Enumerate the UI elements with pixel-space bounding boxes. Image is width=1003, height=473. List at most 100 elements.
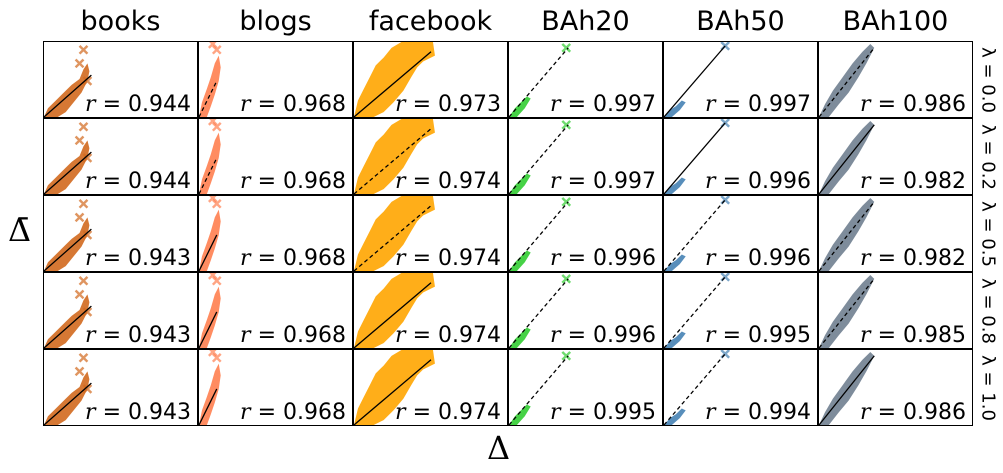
outlier-marker-icon — [78, 45, 89, 55]
regression-line — [354, 51, 432, 117]
correlation-annotation: r = 0.974 — [395, 247, 501, 271]
regression-line — [664, 199, 726, 271]
scatter-points — [509, 96, 531, 117]
scatter-points — [354, 119, 435, 194]
outlier-marker-icon — [74, 289, 85, 300]
regression-line — [664, 276, 726, 348]
r-symbol: r — [85, 92, 96, 117]
r-symbol: r — [395, 169, 406, 194]
scatter-points — [44, 63, 90, 117]
r-symbol: r — [550, 323, 561, 348]
col-title-bah50: BAh50 — [696, 6, 785, 37]
scatter-plot — [819, 197, 875, 271]
r-value: = 0.995 — [567, 400, 656, 425]
outlier-marker-icon — [207, 196, 218, 203]
correlation-annotation: r = 0.986 — [860, 93, 966, 117]
correlation-annotation: r = 0.997 — [550, 93, 656, 117]
subplot-facebook-row-3: r = 0.974 — [353, 272, 508, 349]
subplot-bah20-row-2: r = 0.996 — [508, 195, 663, 272]
lambda-label: λ = 1.0 — [977, 354, 999, 421]
col-title-books: books — [80, 6, 161, 37]
correlation-annotation: r = 0.943 — [85, 247, 191, 271]
scatter-plot — [44, 353, 93, 425]
scatter-points — [509, 404, 531, 425]
subplot-bah20-row-0: r = 0.997 — [508, 41, 663, 118]
r-symbol: r — [860, 246, 871, 271]
lambda-label: λ = 0.0 — [977, 46, 999, 113]
scatter-plot — [199, 350, 222, 425]
r-value: = 0.997 — [567, 92, 656, 117]
r-value: = 0.943 — [102, 323, 191, 348]
subplot-blogs-row-4: r = 0.968 — [198, 349, 353, 426]
scatter-plot — [664, 119, 731, 194]
outlier-marker-icon — [74, 135, 85, 146]
r-symbol: r — [550, 92, 561, 117]
lambda-label: λ = 0.5 — [977, 200, 999, 267]
scatter-plot — [44, 276, 93, 348]
col-title-facebook: facebook — [368, 6, 493, 37]
correlation-annotation: r = 0.944 — [85, 93, 191, 117]
r-value: = 0.968 — [257, 323, 346, 348]
scatter-points — [354, 350, 435, 425]
r-value: = 0.968 — [257, 246, 346, 271]
outlier-marker-icon — [78, 276, 89, 286]
subplot-blogs-row-1: r = 0.968 — [198, 118, 353, 195]
r-symbol: r — [860, 169, 871, 194]
correlation-annotation: r = 0.974 — [395, 324, 501, 348]
correlation-annotation: r = 0.986 — [860, 401, 966, 425]
scatter-plot — [199, 42, 222, 117]
correlation-annotation: r = 0.968 — [240, 401, 346, 425]
correlation-annotation: r = 0.982 — [860, 170, 966, 194]
subplot-bah100-row-0: r = 0.986 — [818, 41, 973, 118]
outlier-marker-icon — [74, 212, 85, 223]
subplot-bah50-row-3: r = 0.995 — [663, 272, 818, 349]
row-label-0: λ = 0.0 — [975, 41, 1001, 118]
r-value: = 0.996 — [567, 323, 656, 348]
subplot-bah20-row-3: r = 0.996 — [508, 272, 663, 349]
r-symbol: r — [705, 92, 716, 117]
outlier-marker-icon — [82, 76, 93, 86]
r-value: = 0.944 — [102, 92, 191, 117]
subplot-bah50-row-1: r = 0.996 — [663, 118, 818, 195]
lambda-label: λ = 0.8 — [977, 277, 999, 344]
r-symbol: r — [550, 400, 561, 425]
r-symbol: r — [240, 246, 251, 271]
scatter-points — [509, 250, 531, 271]
r-value: = 0.944 — [102, 169, 191, 194]
row-label-3: λ = 0.8 — [975, 272, 1001, 349]
subplot-facebook-row-4: r = 0.974 — [353, 349, 508, 426]
correlation-annotation: r = 0.973 — [395, 93, 501, 117]
outlier-marker-icon — [78, 122, 89, 132]
correlation-annotation: r = 0.994 — [705, 401, 811, 425]
outlier-marker-icon — [211, 353, 222, 363]
scatter-points — [199, 132, 221, 194]
outlier-marker-icon — [74, 366, 85, 377]
outlier-marker-icon — [561, 351, 572, 361]
outlier-marker-icon — [78, 353, 89, 363]
r-value: = 0.943 — [102, 246, 191, 271]
scatter-points — [664, 408, 686, 425]
subplot-facebook-row-1: r = 0.974 — [353, 118, 508, 195]
scatter-plot — [664, 273, 731, 348]
scatter-plot — [44, 122, 93, 194]
scatter-points — [354, 42, 435, 117]
subplot-facebook-row-0: r = 0.973 — [353, 41, 508, 118]
subplot-bah50-row-4: r = 0.994 — [663, 349, 818, 426]
r-symbol: r — [705, 400, 716, 425]
subplot-bah20-row-1: r = 0.997 — [508, 118, 663, 195]
y-axis-label: Δ̄ — [8, 211, 32, 249]
correlation-annotation: r = 0.968 — [240, 170, 346, 194]
subplot-facebook-row-2: r = 0.974 — [353, 195, 508, 272]
correlation-annotation: r = 0.943 — [85, 324, 191, 348]
subplot-blogs-row-0: r = 0.968 — [198, 41, 353, 118]
r-symbol: r — [85, 169, 96, 194]
row-label-4: λ = 1.0 — [975, 349, 1001, 426]
scatter-plot — [819, 274, 875, 348]
r-symbol: r — [240, 169, 251, 194]
r-symbol: r — [395, 400, 406, 425]
x-axis-label: Δ — [487, 429, 511, 467]
regression-line — [354, 359, 432, 425]
scatter-plot — [199, 119, 222, 194]
regression-line — [819, 47, 875, 117]
regression-line — [44, 74, 92, 117]
